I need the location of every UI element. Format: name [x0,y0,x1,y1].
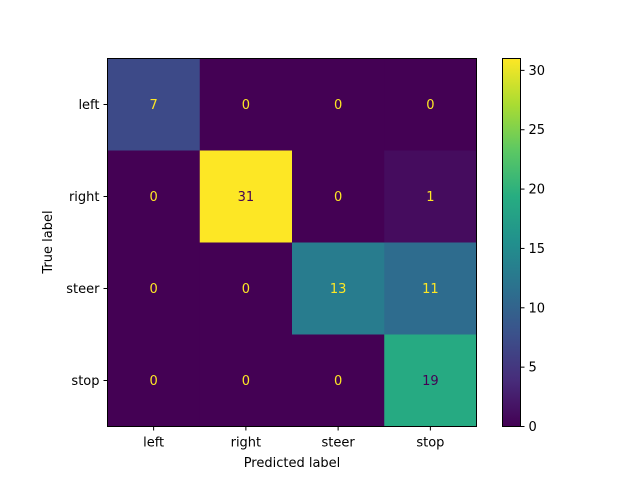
cell-value: 0 [149,374,157,389]
cell-value: 0 [334,374,342,389]
colorbar: 0 5 10 15 20 25 30 [502,58,546,435]
cell-value: 0 [149,282,157,297]
colorbar-gradient [502,58,521,427]
cell-value: 31 [238,190,255,205]
y-tick-label: left [78,98,99,113]
heatmap-cell [384,242,477,335]
heatmap-cell [107,58,201,151]
heatmap-cell [292,58,385,151]
colorbar-tick-label: 30 [529,64,546,79]
cell-value: 0 [242,98,250,113]
cell-value: 0 [242,374,250,389]
colorbar-tick-label: 10 [529,301,546,316]
colorbar-tick-label: 0 [529,420,537,435]
colorbar-ticks: 0 5 10 15 20 25 30 [520,64,546,435]
cell-value-labels: 7 0 0 0 0 31 0 1 0 0 13 11 0 0 0 19 [149,98,438,389]
heatmap-cell [107,150,201,243]
x-tick-label: steer [322,436,356,451]
colorbar-tick-label: 20 [529,183,546,198]
heatmap-cell [199,242,293,335]
heatmap-cell [384,58,477,151]
heatmap-cell [384,150,477,243]
y-axis: left right steer stop [66,98,108,389]
heatmap-cell [107,242,201,335]
cell-value: 13 [330,282,347,297]
colorbar-tick-label: 5 [529,361,537,376]
cell-value: 7 [149,98,157,113]
x-tick-label: left [143,436,164,451]
cell-value: 11 [422,282,439,297]
cell-value: 0 [149,190,157,205]
colorbar-tick-label: 15 [529,242,546,257]
plot-frame [107,58,477,427]
y-axis-label: True label [41,210,56,274]
heatmap-cell [292,242,385,335]
cell-value: 1 [426,190,434,205]
colorbar-tick-label: 25 [529,123,546,138]
heatmap-cell [199,58,293,151]
cell-value: 19 [422,374,439,389]
y-tick-label: right [69,190,100,205]
x-axis: left right steer stop [143,426,444,451]
cell-value: 0 [426,98,434,113]
x-axis-label: Predicted label [244,456,341,471]
cell-value: 0 [334,98,342,113]
y-tick-label: stop [71,374,99,389]
heatmap-cell [292,150,385,243]
heatmap-cell [292,334,385,427]
heatmap-cell [199,150,293,243]
x-tick-label: right [231,436,262,451]
heatmap-cell [199,334,293,427]
x-tick-label: stop [416,436,444,451]
y-tick-label: steer [66,282,100,297]
heatmap-cell [107,334,201,427]
cell-value: 0 [334,190,342,205]
heatmap-cells [107,58,477,427]
heatmap-cell [384,334,477,427]
cell-value: 0 [242,282,250,297]
